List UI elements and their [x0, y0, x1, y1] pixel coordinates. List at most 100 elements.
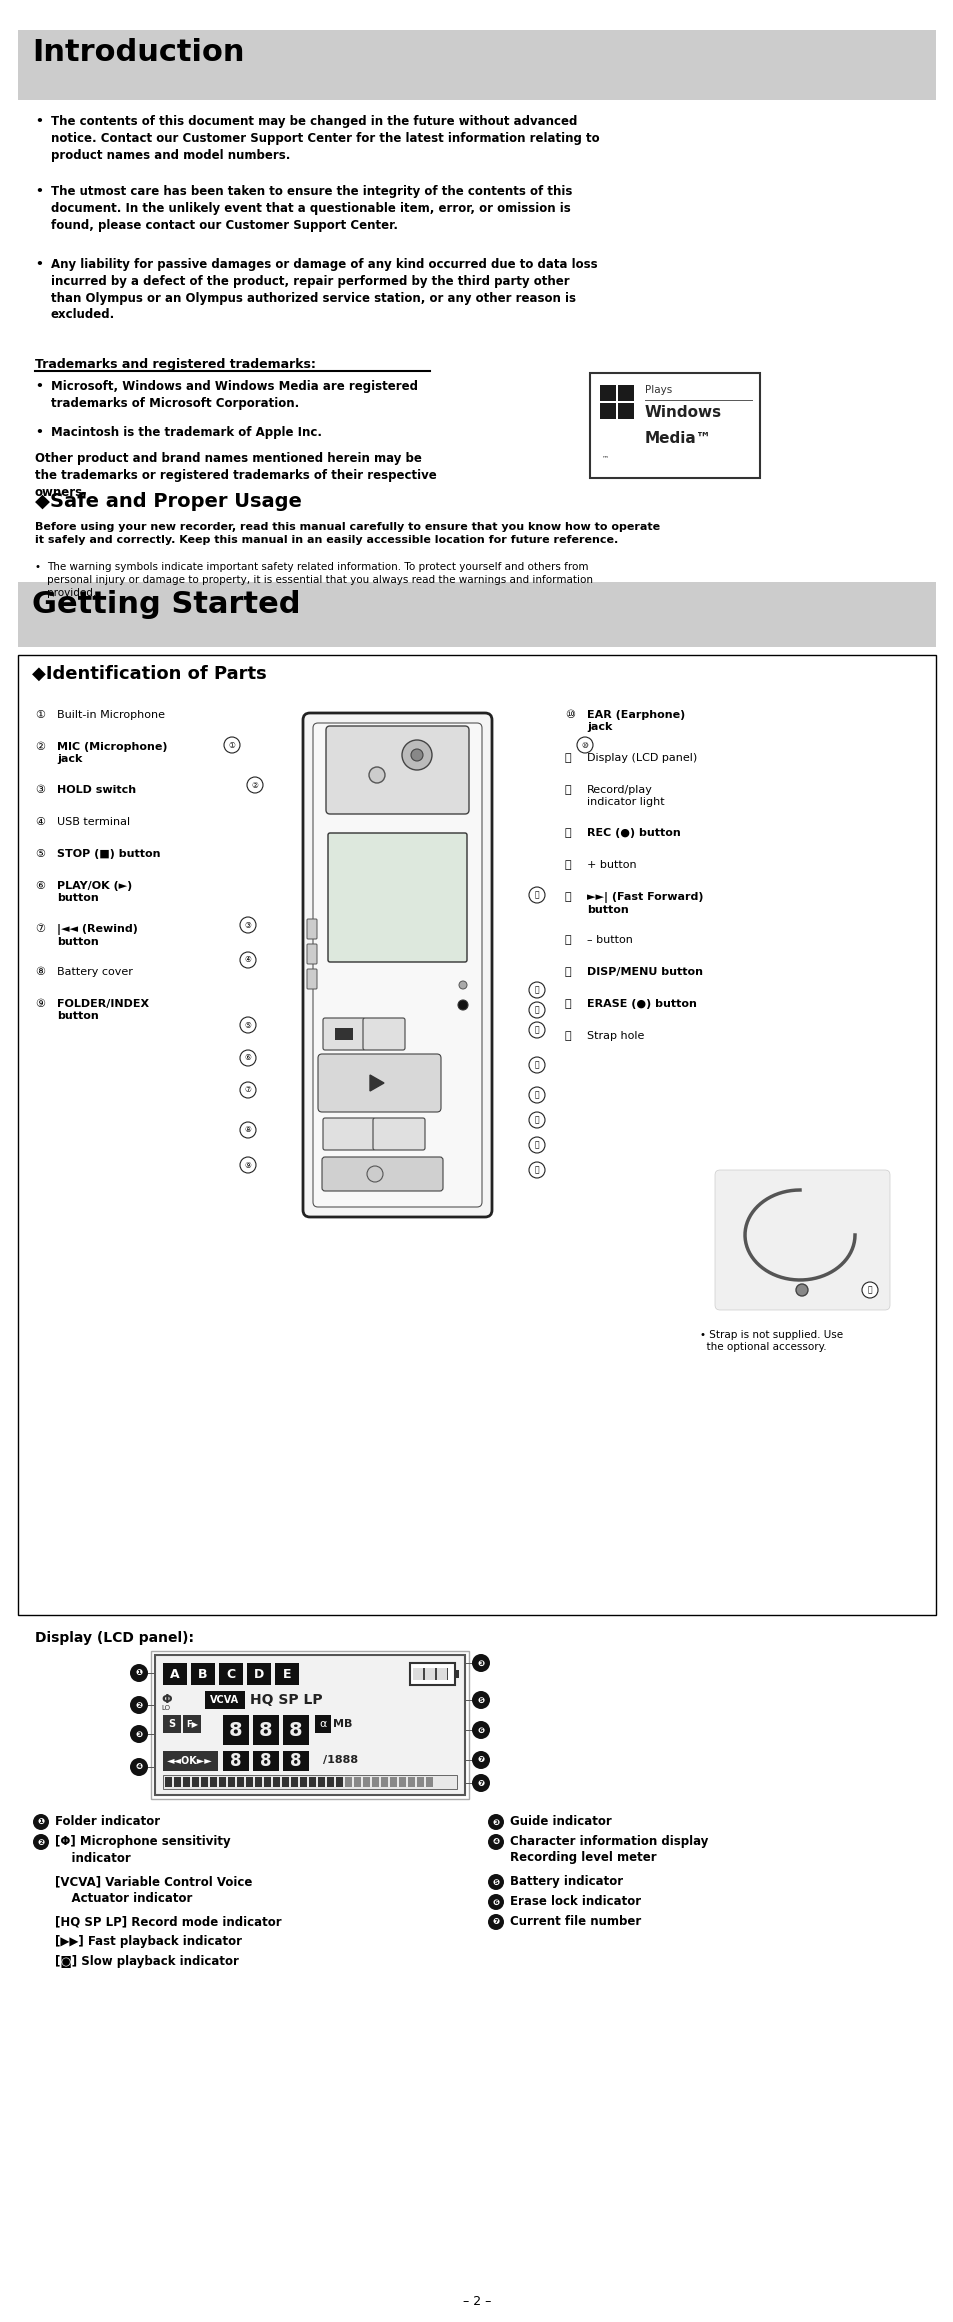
Text: ⑥: ⑥	[244, 1054, 252, 1063]
Text: •: •	[35, 258, 43, 272]
Circle shape	[130, 1758, 148, 1776]
Text: Strap hole: Strap hole	[586, 1031, 643, 1040]
Text: Windows: Windows	[644, 404, 721, 420]
Circle shape	[247, 778, 263, 794]
FancyBboxPatch shape	[323, 1017, 365, 1050]
Circle shape	[240, 1156, 255, 1173]
Text: [VCVA] Variable Control Voice
    Actuator indicator: [VCVA] Variable Control Voice Actuator i…	[55, 1874, 253, 1904]
Bar	[274, 1663, 298, 1686]
Text: ►►| (Fast Forward)
button: ►►| (Fast Forward) button	[586, 892, 702, 915]
Text: ❻: ❻	[476, 1725, 484, 1735]
FancyBboxPatch shape	[313, 722, 481, 1207]
Circle shape	[529, 1003, 544, 1017]
Text: C: C	[226, 1667, 235, 1681]
Text: USB terminal: USB terminal	[57, 817, 130, 827]
Text: ①: ①	[229, 741, 235, 750]
Bar	[408, 1776, 415, 1788]
Text: Battery cover: Battery cover	[57, 966, 132, 978]
Circle shape	[401, 741, 432, 771]
Circle shape	[33, 1834, 49, 1851]
Bar	[291, 1776, 297, 1788]
Text: Macintosh is the trademark of Apple Inc.: Macintosh is the trademark of Apple Inc.	[51, 425, 322, 439]
Circle shape	[529, 1022, 544, 1038]
Text: ⑭: ⑭	[564, 859, 571, 871]
Circle shape	[529, 887, 544, 903]
Text: Guide indicator: Guide indicator	[510, 1816, 611, 1827]
Circle shape	[457, 1001, 468, 1010]
Text: ⑰: ⑰	[564, 966, 571, 978]
Text: FOLDER/INDEX
button: FOLDER/INDEX button	[57, 998, 149, 1022]
Text: PLAY/OK (►)
button: PLAY/OK (►) button	[57, 880, 132, 903]
Bar	[219, 1776, 226, 1788]
Text: [◙] Slow playback indicator: [◙] Slow playback indicator	[55, 1955, 238, 1969]
Text: Introduction: Introduction	[32, 37, 244, 67]
Text: – 2 –: – 2 –	[462, 2294, 491, 2308]
Circle shape	[224, 736, 240, 752]
Bar	[163, 1663, 187, 1686]
Polygon shape	[370, 1075, 384, 1091]
Bar	[398, 1776, 406, 1788]
Bar	[246, 1776, 253, 1788]
Circle shape	[369, 766, 385, 783]
Bar	[219, 1663, 243, 1686]
Text: ◄◄OK►►: ◄◄OK►►	[167, 1755, 213, 1767]
Text: ⑲: ⑲	[564, 1031, 571, 1040]
Text: Plays: Plays	[644, 385, 672, 395]
Bar	[426, 1776, 433, 1788]
Text: Getting Started: Getting Started	[32, 590, 300, 620]
Text: ⑤: ⑤	[244, 1019, 252, 1029]
Text: ⑯: ⑯	[534, 1091, 538, 1101]
Text: S: S	[169, 1718, 175, 1730]
Circle shape	[472, 1690, 490, 1709]
FancyBboxPatch shape	[323, 1117, 375, 1149]
Text: ⑭: ⑭	[534, 1026, 538, 1036]
Text: Battery indicator: Battery indicator	[510, 1874, 622, 1888]
Text: ⑬: ⑬	[534, 1005, 538, 1015]
Text: 8: 8	[230, 1753, 241, 1769]
Circle shape	[488, 1834, 503, 1851]
Circle shape	[367, 1166, 382, 1182]
Text: ①: ①	[35, 711, 45, 720]
Text: E: E	[282, 1667, 291, 1681]
Text: ⑩: ⑩	[564, 711, 575, 720]
Bar	[253, 1751, 278, 1772]
Text: ❺: ❺	[492, 1878, 499, 1885]
Bar	[154, 1656, 464, 1795]
Text: ⑨: ⑨	[35, 998, 45, 1010]
Bar	[589, 374, 760, 478]
Circle shape	[240, 1122, 255, 1138]
Circle shape	[795, 1284, 807, 1296]
Bar	[309, 1776, 315, 1788]
Bar	[380, 1776, 388, 1788]
Text: The contents of this document may be changed in the future without advanced
noti: The contents of this document may be cha…	[51, 116, 599, 163]
Bar	[210, 1776, 216, 1788]
FancyBboxPatch shape	[373, 1117, 424, 1149]
Circle shape	[488, 1874, 503, 1890]
Bar	[283, 1716, 309, 1746]
Text: VCVA: VCVA	[211, 1695, 239, 1704]
Text: DISP/MENU button: DISP/MENU button	[586, 966, 702, 978]
Text: ▶▶: ▶▶	[397, 1061, 413, 1073]
Text: Display (LCD panel): Display (LCD panel)	[586, 752, 697, 764]
Bar	[192, 1776, 199, 1788]
Text: The warning symbols indicate important safety related information. To protect yo: The warning symbols indicate important s…	[47, 562, 593, 597]
Bar	[335, 1776, 343, 1788]
Text: ⑥: ⑥	[35, 880, 45, 892]
Text: + button: + button	[586, 859, 636, 871]
Text: ⑪: ⑪	[534, 892, 538, 899]
Bar	[228, 1776, 234, 1788]
FancyBboxPatch shape	[363, 1017, 405, 1050]
Bar	[173, 1776, 181, 1788]
FancyBboxPatch shape	[307, 920, 316, 938]
Text: /1888: /1888	[323, 1755, 357, 1765]
Text: MIC (Microphone)
jack: MIC (Microphone) jack	[57, 743, 168, 764]
Text: ⑲: ⑲	[867, 1286, 871, 1293]
Text: Built-in Microphone: Built-in Microphone	[57, 711, 165, 720]
FancyBboxPatch shape	[326, 727, 469, 815]
Text: Character information display
Recording level meter: Character information display Recording …	[510, 1834, 708, 1865]
Text: •: •	[35, 381, 43, 392]
Bar	[345, 1776, 352, 1788]
Bar	[165, 1776, 172, 1788]
Bar	[372, 1776, 378, 1788]
Bar	[599, 404, 616, 418]
